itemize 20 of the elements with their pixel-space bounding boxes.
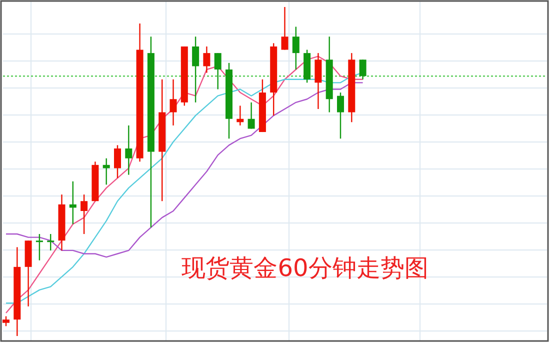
candlestick <box>170 78 177 126</box>
candlestick <box>36 233 43 261</box>
candlestick <box>69 180 76 225</box>
candlestick <box>248 102 255 130</box>
candlestick <box>47 233 54 252</box>
candlestick <box>102 158 110 186</box>
text: 现货黄金60分钟走势图 <box>182 254 428 282</box>
candlestick <box>214 52 222 90</box>
candlestick <box>192 36 200 104</box>
candlestick <box>314 52 322 110</box>
candlestick <box>292 26 300 70</box>
candlestick <box>337 92 344 140</box>
candlestick <box>2 316 10 327</box>
candlestick <box>203 46 210 74</box>
candlestick <box>125 124 132 176</box>
candlestick <box>359 59 366 80</box>
candlestick <box>80 194 88 235</box>
candlestick <box>114 144 121 179</box>
candlestick <box>236 105 244 126</box>
candlestick <box>281 6 288 50</box>
